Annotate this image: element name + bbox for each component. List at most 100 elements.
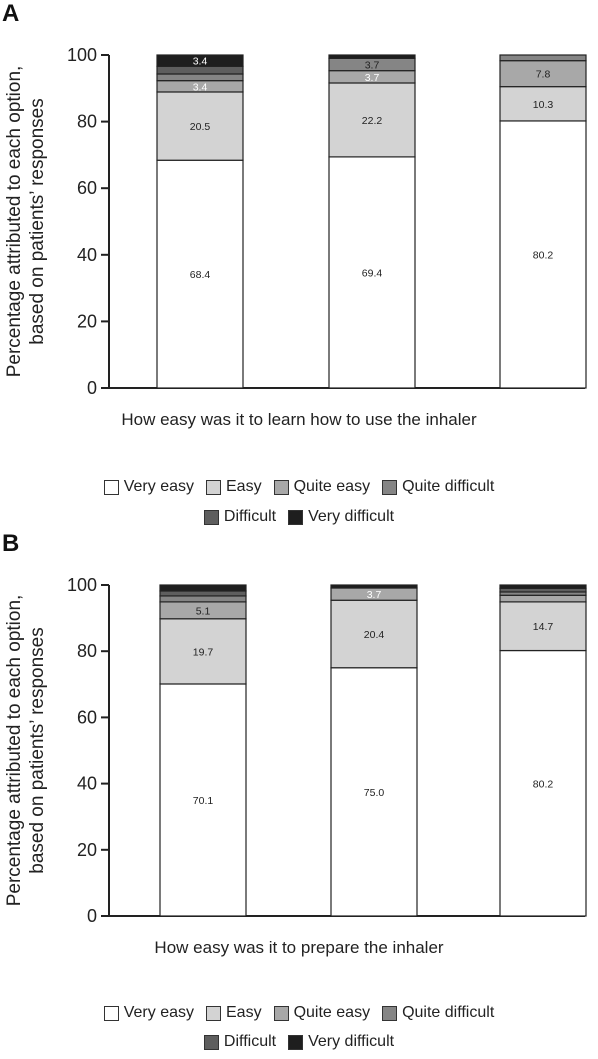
bar-segment-easy-visit-3 (499, 86, 587, 122)
legend-label: Quite easy (293, 1004, 371, 1021)
bar-segment-very-difficult-visit-2 (330, 584, 418, 589)
data-label: 3.7 (365, 72, 380, 84)
y-axis-title-line-2: based on patients’ responses (27, 98, 48, 344)
y-tick-label: 80 (77, 112, 97, 132)
legend-swatch (203, 1034, 219, 1050)
data-label: 19.7 (193, 646, 214, 658)
legend-swatch (273, 1005, 289, 1021)
bar-segment-quite-difficult-visit-1 (156, 73, 244, 82)
y-tick-label: 80 (77, 641, 97, 661)
legend-label: Easy (226, 1004, 262, 1021)
bar-segment-very-easy-visit-3 (499, 649, 587, 917)
legend-item-quite-easy: Quite easy (273, 1004, 371, 1022)
data-label: 7.8 (536, 69, 551, 81)
bar-segment-difficult-visit-1 (159, 590, 247, 597)
legend-item-difficult: Difficult (203, 508, 277, 526)
legend-swatch (103, 479, 119, 495)
bar-segment-very-difficult-visit-3 (499, 584, 587, 589)
bar-segment-very-difficult-visit-1 (156, 54, 244, 67)
bar-segment-very-easy-visit-3 (499, 120, 587, 389)
y-axis-title-line-1: Percentage attributed to each option, (4, 595, 25, 907)
y-tick-label: 20 (77, 840, 97, 860)
legend-item-easy: Easy (206, 1004, 262, 1022)
bar-segment-very-easy-visit-2 (330, 667, 418, 917)
legend-row-2: Difficult Very difficult (0, 508, 598, 526)
legend-swatch (203, 509, 219, 525)
legend-swatch (382, 1005, 398, 1021)
legend-label: Very easy (123, 1004, 194, 1021)
legend-label: Quite difficult (402, 478, 495, 495)
data-label: 5.1 (196, 605, 211, 617)
legend-item-easy: Easy (206, 478, 262, 496)
y-tick-label: 40 (77, 245, 97, 265)
legend-row-1: Very easy Easy Quite easy Quite difficult (0, 1004, 598, 1022)
y-axis-title-line-1: Percentage attributed to each option, (4, 66, 25, 378)
data-label: 80.2 (533, 778, 554, 790)
y-tick-label: 100 (67, 575, 97, 595)
bar-segment-very-easy-visit-1 (159, 683, 247, 917)
bar-segment-easy-visit-1 (159, 618, 247, 685)
legend-label: Very easy (123, 478, 194, 495)
data-label: 3.4 (193, 81, 208, 93)
bar-segment-easy-visit-2 (328, 82, 416, 158)
bar-segment-easy-visit-3 (499, 601, 587, 652)
legend-swatch (382, 479, 398, 495)
legend-swatch (206, 1005, 221, 1021)
legend-item-quite-difficult: Quite difficult (382, 1004, 494, 1022)
panel-a: A Percentage attributed to each option, b… (0, 0, 598, 526)
data-label: 80.2 (533, 249, 554, 261)
panel-b: B Percentage attributed to each option, b… (0, 530, 598, 1059)
legend-label: Quite difficult (402, 1004, 495, 1021)
data-label: 22.2 (362, 115, 383, 127)
panel-label: A (2, 0, 20, 27)
legend-swatch (273, 479, 289, 495)
bar-segment-quite-difficult-visit-3 (499, 54, 587, 62)
data-label: 68.4 (190, 269, 211, 281)
y-tick-label: 20 (77, 311, 97, 331)
bar-segment-quite-easy-visit-3 (499, 594, 587, 603)
y-tick-label: 0 (87, 378, 97, 398)
y-tick-label: 60 (77, 178, 97, 198)
bar-segment-very-difficult-visit-1 (159, 584, 247, 592)
legend-item-difficult: Difficult (203, 1033, 277, 1051)
legend-label: Quite easy (293, 478, 371, 495)
data-label: 69.4 (362, 267, 383, 279)
y-axis-title-line-2: based on patients’ responses (27, 627, 48, 873)
data-label: 75.0 (364, 787, 385, 799)
bar-segment-very-difficult-visit-2 (328, 54, 416, 59)
legend-row-2: Difficult Very difficult (0, 1033, 598, 1051)
legend-label: Easy (226, 478, 262, 495)
x-axis-title: How easy was it to prepare the inhaler (154, 938, 444, 957)
data-label: 70.1 (193, 795, 214, 807)
data-label: 3.4 (193, 56, 208, 68)
legend-label: Very difficult (308, 508, 395, 525)
y-tick-label: 40 (77, 774, 97, 794)
data-label: 14.7 (533, 621, 554, 633)
panel-label: B (2, 530, 20, 557)
legend-swatch (288, 509, 304, 525)
legend-item-very-easy: Very easy (103, 478, 194, 496)
legend-item-quite-difficult: Quite difficult (382, 478, 494, 496)
data-label: 3.7 (365, 59, 380, 71)
legend-item-very-easy: Very easy (103, 1004, 194, 1022)
legend-swatch (288, 1034, 304, 1050)
legend-item-very-difficult: Very difficult (288, 508, 394, 526)
bar-segment-easy-visit-1 (156, 91, 244, 161)
chart-b: Percentage attributed to each option, bas… (4, 575, 587, 926)
chart-a: Percentage attributed to each option, bas… (4, 45, 587, 398)
legend-label: Very difficult (308, 1033, 395, 1050)
data-label: 3.7 (367, 589, 382, 601)
legend-swatch (206, 479, 221, 495)
legend-label: Difficult (223, 508, 277, 525)
data-label: 20.5 (190, 121, 211, 133)
legend-item-very-difficult: Very difficult (288, 1033, 394, 1051)
y-tick-label: 100 (67, 45, 97, 65)
data-label: 10.3 (533, 99, 554, 111)
legend-item-quite-easy: Quite easy (273, 478, 371, 496)
x-axis-title: How easy was it to learn how to use the … (121, 410, 477, 429)
bar-segment-very-easy-visit-2 (328, 156, 416, 389)
bar-segment-easy-visit-2 (330, 599, 418, 669)
legend-label: Difficult (223, 1033, 277, 1050)
legend-row-1: Very easy Easy Quite easy Quite difficult (0, 478, 598, 496)
y-tick-label: 0 (87, 906, 97, 926)
